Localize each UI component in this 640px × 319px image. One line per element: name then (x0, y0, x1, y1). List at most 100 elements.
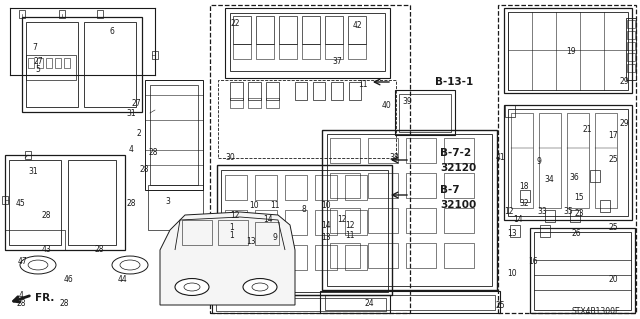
Bar (256, 44, 274, 59)
Bar (256, 16, 274, 44)
Bar (520, 190, 530, 202)
Bar (148, 185, 203, 230)
Text: 12: 12 (230, 211, 240, 220)
Bar (534, 232, 631, 310)
Text: 30: 30 (225, 153, 235, 162)
Text: 32100: 32100 (440, 200, 476, 210)
Text: 3: 3 (166, 197, 170, 206)
Bar (508, 12, 628, 90)
Bar (68, 160, 116, 245)
Bar (182, 220, 212, 245)
Text: 10: 10 (507, 269, 517, 278)
Circle shape (243, 278, 277, 295)
Text: 4: 4 (19, 292, 24, 300)
Text: 9: 9 (273, 233, 277, 241)
Bar (327, 134, 492, 286)
Bar (145, 80, 203, 190)
Text: 7: 7 (33, 43, 37, 53)
Bar (2, 196, 8, 204)
Bar (255, 222, 279, 245)
Bar (230, 82, 243, 100)
Bar (285, 175, 307, 200)
Text: 20: 20 (608, 276, 618, 285)
Text: 5: 5 (36, 65, 40, 75)
Bar (218, 80, 396, 158)
Text: 46: 46 (64, 276, 74, 285)
Text: 47: 47 (17, 256, 27, 265)
Bar (218, 220, 248, 245)
Bar (217, 165, 392, 295)
Bar (315, 210, 337, 235)
Bar (225, 245, 247, 270)
Text: B-7: B-7 (440, 185, 460, 195)
Bar (225, 8, 390, 78)
Bar (368, 208, 398, 233)
Bar (330, 208, 360, 233)
Bar (406, 138, 436, 163)
Text: 44: 44 (117, 276, 127, 285)
Bar (504, 105, 632, 220)
Bar (59, 10, 65, 18)
Text: 24: 24 (364, 299, 374, 308)
Bar (255, 175, 277, 200)
Text: B-7-2: B-7-2 (440, 148, 471, 158)
Bar (345, 175, 367, 200)
Bar (266, 82, 279, 100)
Text: 11: 11 (270, 202, 280, 211)
Bar (444, 243, 474, 268)
Text: 1: 1 (230, 222, 234, 232)
Bar (279, 16, 297, 44)
Bar (325, 44, 343, 59)
Bar (315, 245, 337, 270)
Bar (627, 31, 635, 39)
Text: 35: 35 (563, 207, 573, 217)
Text: 41: 41 (495, 153, 505, 162)
Bar (97, 10, 103, 18)
Bar (248, 98, 261, 108)
Bar (406, 208, 436, 233)
Bar (225, 175, 247, 200)
Text: 25: 25 (495, 301, 505, 310)
Bar (545, 210, 555, 222)
Bar (302, 44, 320, 59)
Bar (5, 230, 65, 250)
Text: 36: 36 (569, 174, 579, 182)
Text: 4: 4 (129, 145, 133, 153)
Text: 22: 22 (230, 19, 240, 28)
Text: STX4B1300E: STX4B1300E (572, 307, 620, 315)
Bar (233, 16, 251, 44)
Text: 28: 28 (140, 166, 148, 174)
Bar (627, 64, 635, 72)
Bar (230, 98, 243, 108)
Text: 6: 6 (109, 26, 115, 35)
Text: 28: 28 (41, 211, 51, 220)
Bar (595, 113, 617, 208)
Bar (46, 58, 52, 68)
Text: 28: 28 (94, 246, 104, 255)
Bar (345, 210, 367, 235)
Bar (406, 243, 436, 268)
Text: 37: 37 (332, 57, 342, 66)
Bar (627, 42, 635, 50)
Bar (233, 44, 251, 59)
Bar (19, 10, 25, 18)
Text: 12: 12 (337, 216, 347, 225)
Bar (330, 138, 360, 163)
Bar (511, 113, 533, 208)
Text: 27: 27 (131, 100, 141, 108)
Bar (540, 225, 550, 237)
Bar (498, 5, 636, 313)
Text: 11: 11 (345, 232, 355, 241)
Text: 28: 28 (126, 199, 136, 209)
Bar (255, 245, 277, 270)
Bar (295, 82, 307, 100)
Bar (279, 44, 297, 59)
Bar (349, 82, 361, 100)
Bar (406, 173, 436, 198)
Bar (539, 113, 561, 208)
Text: 43: 43 (41, 246, 51, 255)
Bar (55, 58, 61, 68)
Text: 10: 10 (321, 202, 331, 211)
Text: 18: 18 (519, 182, 529, 190)
Bar (505, 105, 515, 117)
